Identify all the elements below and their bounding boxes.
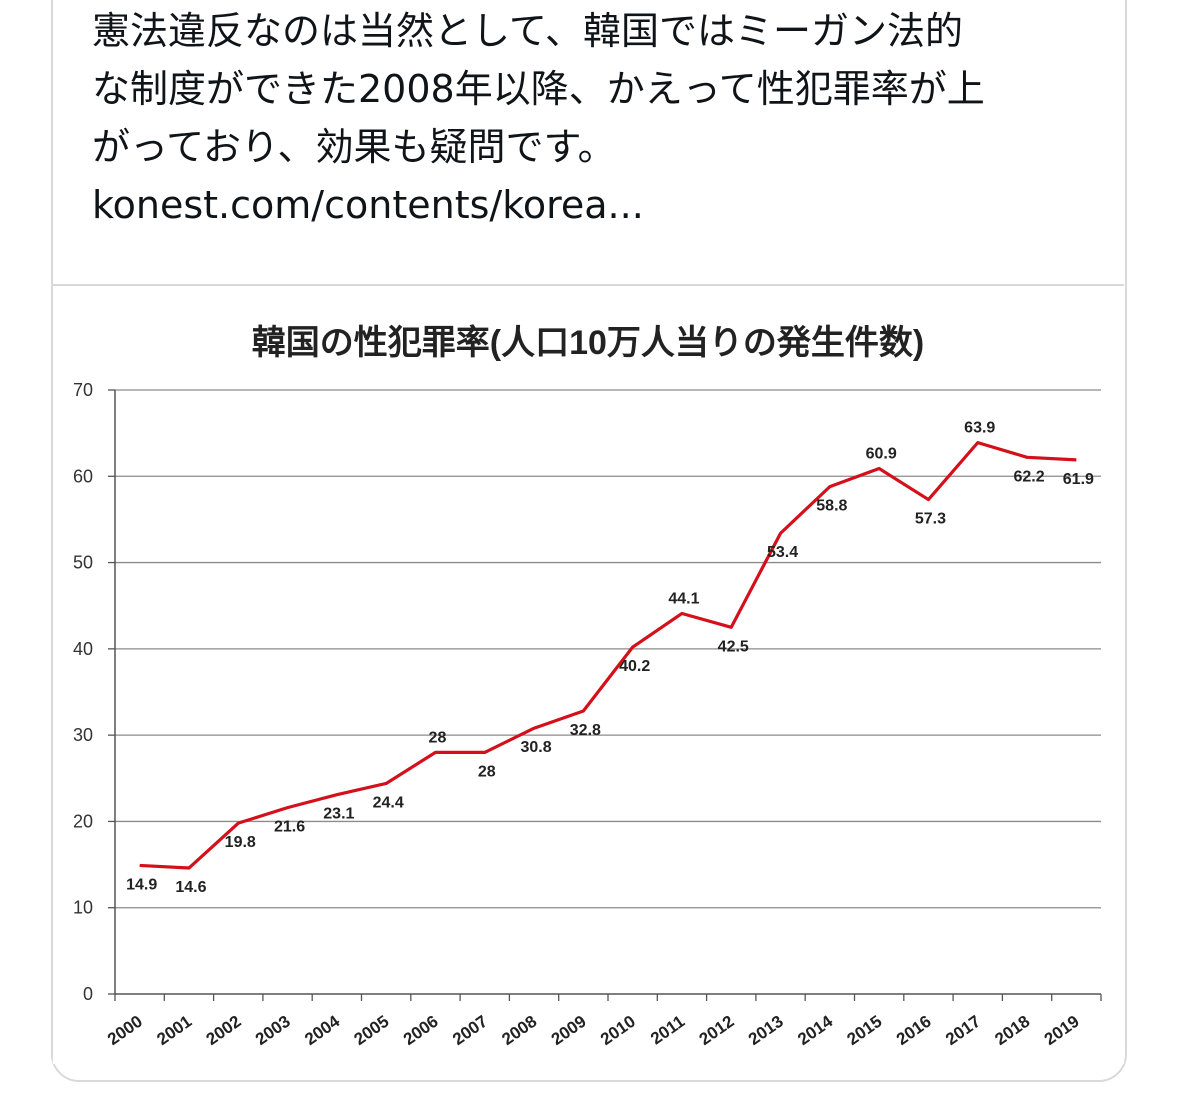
data-label: 63.9 [964,420,995,437]
tweet-text: 憲法違反なのは当然として、韓国ではミーガン法的 な制度ができた2008年以降、か… [92,2,1132,234]
x-tick-label: 2009 [548,1012,590,1049]
x-tick-label: 2000 [104,1012,146,1049]
data-label: 28 [429,729,447,746]
x-tick-label: 2019 [1041,1012,1083,1049]
x-tick-label: 2006 [400,1012,442,1049]
data-label: 28 [478,763,496,780]
tweet-line-2: な制度ができた2008年以降、かえって性犯罪率が上 [92,67,985,111]
x-tick-label: 2016 [893,1012,935,1049]
data-label: 44.1 [668,590,699,607]
y-tick-label: 30 [73,725,93,745]
y-tick-label: 10 [73,898,93,918]
x-tick-label: 2003 [252,1012,294,1049]
x-tick-label: 2014 [794,1011,836,1049]
data-label: 21.6 [274,819,305,836]
data-label: 62.2 [1013,468,1044,485]
data-label: 32.8 [570,722,601,739]
line-chart: 韓国の性犯罪率(人口10万人当りの発生件数) 0 10 20 30 40 50 60 70 20… [73,324,1102,1049]
data-label: 23.1 [323,806,354,823]
x-tick-label: 2018 [991,1012,1033,1049]
x-tick-label: 2008 [498,1012,540,1049]
x-tick-label: 2010 [597,1012,639,1049]
y-tick-label: 50 [73,553,93,573]
data-label: 42.5 [718,638,749,655]
y-tick-label: 70 [73,380,93,400]
chart-title: 韓国の性犯罪率(人口10万人当りの発生件数) [252,324,924,362]
y-tick-label: 0 [83,984,93,1004]
data-label: 24.4 [373,794,404,811]
data-label: 61.9 [1063,471,1094,488]
data-label: 19.8 [225,834,256,851]
series-line [139,441,1077,870]
tweet-media-image[interactable]: 韓国の性犯罪率(人口10万人当りの発生件数) 0 10 20 30 40 50 60 70 20… [53,284,1124,1064]
data-label: 58.8 [816,498,847,515]
data-label: 30.8 [520,739,551,756]
data-label: 40.2 [619,658,650,675]
x-tick-label: 2015 [844,1012,886,1049]
data-label: 14.9 [126,876,157,893]
x-tick-label: 2001 [153,1012,195,1049]
tweet-line-3: がっており、効果も疑問です。 [92,125,616,169]
tweet-link[interactable]: konest.com/contents/korea... [92,183,644,227]
x-tick-label: 2011 [647,1012,688,1049]
tweet-line-1: 憲法違反なのは当然として、韓国ではミーガン法的 [92,9,963,53]
y-tick-label: 20 [73,811,93,831]
data-label: 57.3 [915,511,946,528]
x-tick-label: 2013 [745,1012,787,1049]
data-label: 53.4 [767,544,798,561]
y-tick-label: 60 [73,466,93,486]
x-tick-label: 2004 [301,1011,343,1049]
data-label: 14.6 [175,879,206,896]
y-tick-label: 40 [73,639,93,659]
x-tick-label: 2002 [203,1012,245,1049]
x-tick-label: 2007 [449,1012,491,1049]
x-tick-label: 2012 [696,1012,738,1049]
x-tick-label: 2005 [351,1012,393,1049]
x-tick-label: 2017 [942,1012,984,1049]
data-label: 60.9 [866,446,897,463]
